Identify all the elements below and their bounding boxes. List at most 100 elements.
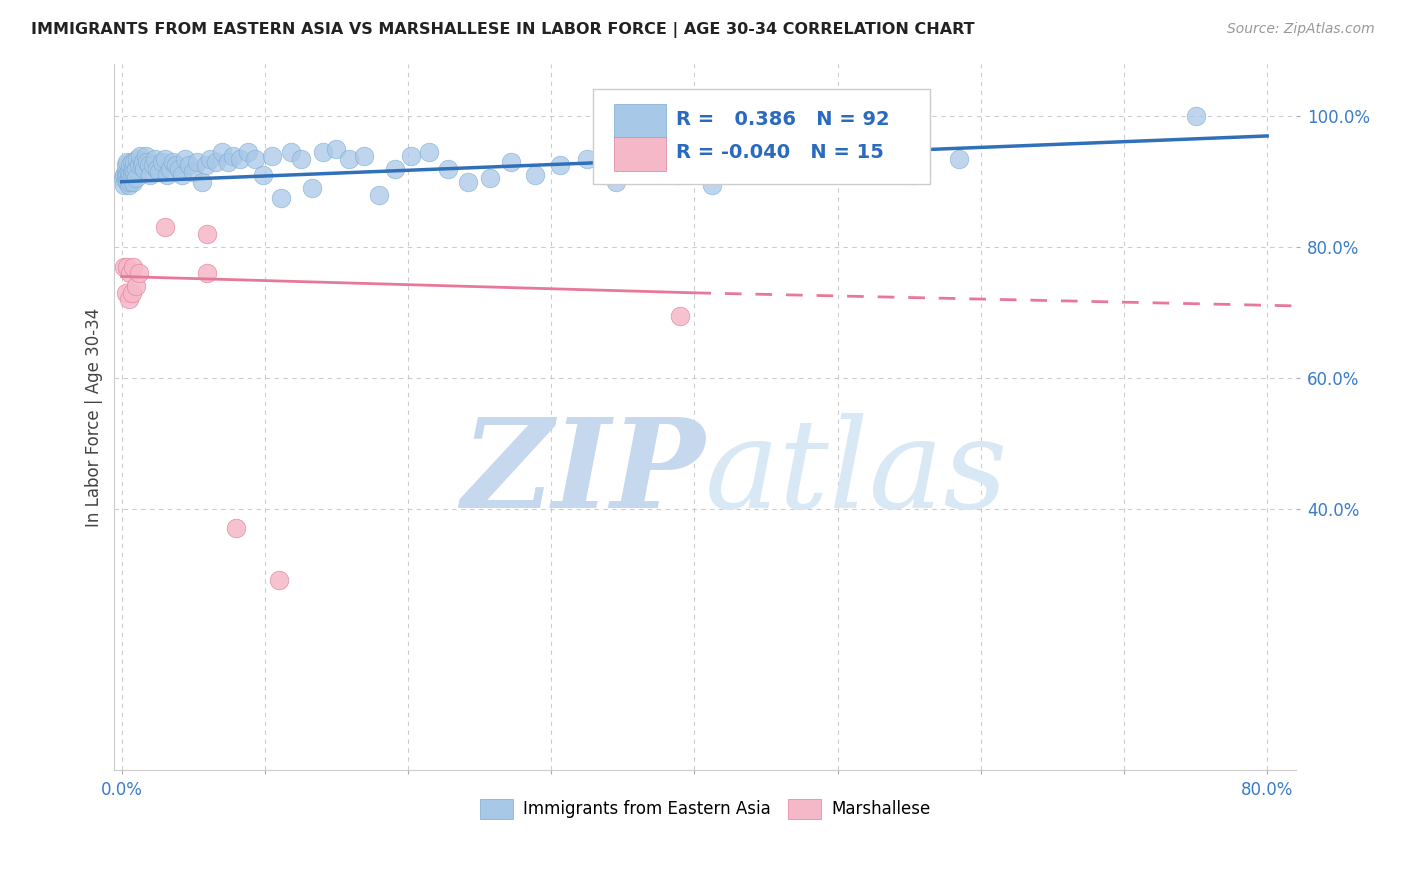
Point	[217, 155, 239, 169]
Point	[186, 155, 208, 169]
Point	[134, 161, 156, 176]
Point	[457, 175, 479, 189]
FancyBboxPatch shape	[614, 136, 666, 171]
Point	[260, 148, 283, 162]
Text: IMMIGRANTS FROM EASTERN ASIA VS MARSHALLESE IN LABOR FORCE | AGE 30-34 CORRELATI: IMMIGRANTS FROM EASTERN ASIA VS MARSHALL…	[31, 22, 974, 38]
Point	[159, 161, 181, 176]
Point	[138, 158, 160, 172]
Point	[605, 175, 627, 189]
Point	[267, 574, 290, 588]
Point	[115, 285, 138, 300]
Point	[191, 175, 214, 189]
Point	[148, 165, 170, 179]
Point	[499, 155, 522, 169]
Point	[111, 171, 134, 186]
Point	[122, 260, 145, 274]
Point	[666, 168, 689, 182]
Point	[236, 145, 259, 160]
Point	[153, 220, 176, 235]
Point	[118, 293, 141, 307]
Point	[368, 187, 391, 202]
Point	[337, 152, 360, 166]
Point	[384, 161, 406, 176]
Point	[150, 155, 173, 169]
Point	[136, 155, 159, 169]
Point	[122, 175, 145, 189]
Text: ZIP: ZIP	[461, 413, 704, 534]
Point	[115, 171, 138, 186]
Point	[195, 158, 218, 172]
Point	[399, 148, 422, 162]
Text: R = -0.040   N = 15: R = -0.040 N = 15	[675, 143, 883, 161]
Point	[117, 155, 139, 169]
Point	[325, 142, 347, 156]
Point	[115, 165, 138, 179]
Point	[115, 158, 138, 172]
Point	[121, 285, 143, 300]
Point	[131, 158, 153, 172]
Point	[124, 165, 146, 179]
Point	[548, 158, 571, 172]
Point	[669, 309, 692, 323]
Point	[162, 155, 184, 169]
Point	[170, 168, 193, 182]
Point	[270, 191, 292, 205]
Point	[146, 161, 169, 176]
Point	[301, 181, 323, 195]
Point	[128, 158, 150, 172]
Text: Source: ZipAtlas.com: Source: ZipAtlas.com	[1227, 22, 1375, 37]
Point	[197, 227, 219, 241]
Point	[197, 266, 219, 280]
Point	[143, 152, 166, 166]
Point	[114, 168, 136, 182]
Point	[437, 161, 460, 176]
Point	[948, 152, 970, 166]
Point	[117, 260, 139, 274]
Point	[120, 175, 142, 189]
FancyBboxPatch shape	[593, 89, 929, 184]
Point	[142, 158, 165, 172]
Point	[118, 165, 141, 179]
Point	[177, 158, 200, 172]
Point	[117, 168, 139, 182]
FancyBboxPatch shape	[614, 103, 666, 138]
Point	[139, 168, 162, 182]
Point	[225, 521, 247, 535]
Point	[575, 152, 598, 166]
Point	[312, 145, 335, 160]
Point	[478, 171, 501, 186]
Point	[122, 161, 145, 176]
Point	[156, 168, 179, 182]
Point	[737, 165, 759, 179]
Point	[280, 145, 302, 160]
Point	[120, 168, 142, 182]
Point	[128, 266, 150, 280]
Point	[125, 279, 148, 293]
Point	[290, 152, 312, 166]
Point	[1184, 109, 1206, 123]
Point	[114, 260, 136, 274]
Point	[118, 171, 141, 186]
Point	[856, 158, 879, 172]
Point	[173, 152, 195, 166]
Point	[121, 165, 143, 179]
Point	[167, 161, 190, 176]
Point	[121, 171, 143, 186]
Y-axis label: In Labor Force | Age 30-34: In Labor Force | Age 30-34	[86, 308, 103, 526]
Point	[153, 152, 176, 166]
Point	[901, 168, 924, 182]
Point	[124, 155, 146, 169]
Point	[114, 178, 136, 192]
Point	[127, 152, 149, 166]
Point	[634, 161, 657, 176]
Point	[243, 152, 266, 166]
Point	[165, 158, 187, 172]
Point	[229, 152, 252, 166]
Point	[418, 145, 440, 160]
Point	[222, 148, 245, 162]
Point	[117, 175, 139, 189]
Point	[129, 148, 152, 162]
Point	[524, 168, 547, 182]
Point	[773, 161, 796, 176]
Point	[132, 155, 155, 169]
